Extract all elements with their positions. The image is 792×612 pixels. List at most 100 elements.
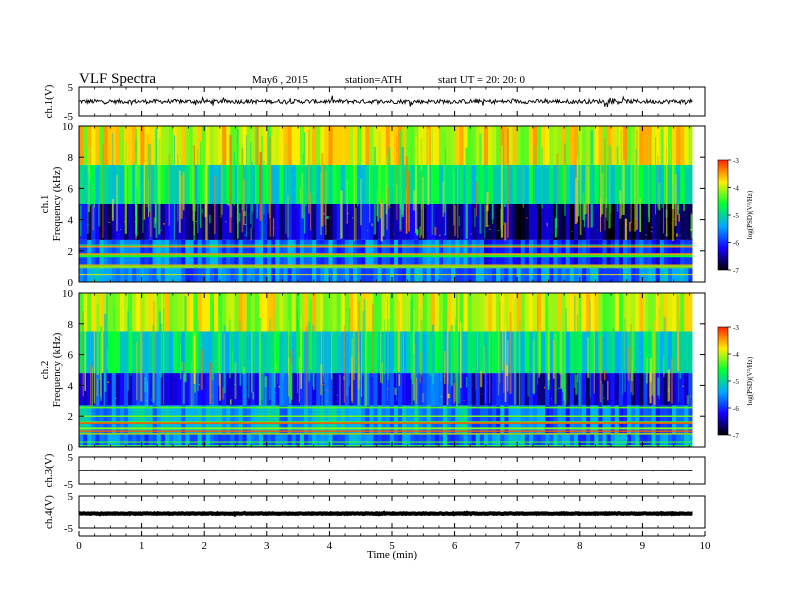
ch1-spectrogram-streak xyxy=(193,163,196,241)
ch1-spectrogram-streak xyxy=(601,173,604,215)
ch1-spectrogram-streak xyxy=(224,221,227,223)
ch2-spectrogram-band-cell xyxy=(406,373,411,406)
ch1-spectrogram-streak xyxy=(674,174,677,227)
ch1-spectrogram-streak xyxy=(500,145,503,238)
ch2-spectrogram-streak xyxy=(498,384,500,386)
ch2-spectrogram-streak xyxy=(667,391,670,393)
ch2-spectrogram-band-cell xyxy=(532,405,538,434)
ch1-spectrogram-band-cell xyxy=(246,126,252,165)
ch2-spectrogram-band-cell xyxy=(140,373,145,406)
ch1-spectrogram-band-cell xyxy=(344,204,350,240)
ch1-spectrogram-band-cell xyxy=(545,165,550,204)
ch2-spectrogram-streak xyxy=(100,368,102,401)
ch2-spectrogram-streak xyxy=(313,339,315,390)
ch2-spectrogram-band-cell xyxy=(160,433,166,447)
ch2-spectrogram-band-cell xyxy=(250,433,256,447)
ch2-spectrogram-streak xyxy=(649,371,652,404)
ch1-spectrogram-band-cell xyxy=(500,126,505,165)
ch1-spectrogram-band-cell xyxy=(667,165,673,204)
ch2-spectrogram-band-cell xyxy=(516,433,522,447)
ch2-spectrogram-band-cell xyxy=(467,405,473,434)
ch2-spectrogram-streak xyxy=(192,302,194,406)
ch1-spectrogram-streak xyxy=(251,179,253,229)
ch1-spectrogram-band-cell xyxy=(532,204,538,240)
ch2-spectrogram-band-cell xyxy=(140,405,145,434)
ch1-spectrogram-streak xyxy=(677,192,679,210)
ch2-spectrogram-streak xyxy=(463,399,465,401)
x-axis-tick-label: 4 xyxy=(327,540,333,552)
ch1-spectrogram-streak xyxy=(665,234,668,236)
ch1-spectrogram-band-cell xyxy=(602,204,607,240)
ch1-spectrogram-streak xyxy=(302,153,304,220)
ch1-spectrogram-streak xyxy=(619,190,622,219)
ch1-spectrogram-band-cell xyxy=(283,204,288,240)
ch2-spectrogram-streak xyxy=(559,328,561,375)
ch2-spectrogram-band-cell xyxy=(483,331,489,374)
ch2-spectrogram-band-cell xyxy=(532,373,538,406)
ch2-spectrogram-band-cell xyxy=(508,405,513,434)
ch1-spectrogram-ylabel-channel: ch.1 xyxy=(39,195,51,214)
ch2-spectrogram-band-cell xyxy=(295,293,301,332)
ch2-spectrogram-streak xyxy=(481,393,483,395)
ch2-spectrogram-band-cell xyxy=(361,433,366,447)
ch1-spectrogram-streak xyxy=(102,143,104,238)
ch1-spectrogram-band-cell xyxy=(361,126,366,165)
ch2-spectrogram-streak xyxy=(431,324,434,384)
ch1-spectrogram-band-cell xyxy=(132,204,137,240)
ch1-spectrogram-band-cell xyxy=(83,204,88,240)
ch2-spectrogram-streak xyxy=(103,370,105,406)
ch1-spectrogram-streak xyxy=(360,178,362,226)
ch2-spectrogram-band-cell xyxy=(582,373,587,406)
ch2-spectrogram-band-cell xyxy=(524,433,530,447)
ch2-spectrogram-band-cell xyxy=(308,373,313,406)
ch2-spectrogram-band-cell xyxy=(160,373,166,406)
ch2-spectrogram-band-cell xyxy=(303,405,309,434)
ch2-spectrogram-band-cell xyxy=(242,293,248,332)
ch2-spectrogram-band-cell xyxy=(398,373,403,406)
ch2-spectrogram-streak xyxy=(350,357,353,401)
ch2-spectrogram-streak xyxy=(140,299,143,402)
ch2-spectrogram-band-cell xyxy=(582,331,587,374)
ch2-spectrogram-streak xyxy=(499,301,501,384)
ch1-spectrogram-streak xyxy=(379,199,381,219)
ch1-spectrogram-band-cell xyxy=(627,165,632,204)
ch1-spectrogram-band-cell xyxy=(569,165,575,204)
ch1-spectrogram-streak xyxy=(534,145,535,205)
ch1-spectrogram-streak xyxy=(645,234,648,236)
ch1-spectrogram-band-cell xyxy=(250,204,256,240)
ch2-spectrogram-streak xyxy=(160,323,163,378)
ch2-spectrogram-streak xyxy=(322,330,325,377)
ch2-spectrogram-band-cell xyxy=(238,433,243,447)
ch2-spectrogram-band-cell xyxy=(549,405,554,434)
ch2-spectrogram-band-cell xyxy=(91,293,96,332)
ch2-spectrogram-band-cell xyxy=(369,293,374,332)
ch2-spectrogram-band-cell xyxy=(99,405,104,434)
ch2-spectrogram-band-cell xyxy=(667,293,673,332)
ch2-spectrogram-band-cell xyxy=(320,373,325,406)
ch2-spectrogram-streak xyxy=(561,378,563,387)
ch1-spectrogram-band-cell xyxy=(316,126,321,165)
ch2-spectrogram-band-cell xyxy=(463,405,468,434)
ch2-spectrogram-band-cell xyxy=(209,433,215,447)
ch2-spectrogram-band-cell xyxy=(119,331,125,374)
ch2-spectrogram-band-cell xyxy=(651,433,657,447)
ch2-spectrogram-band-cell xyxy=(430,433,436,447)
ch2-spectrogram-band-cell xyxy=(373,405,378,434)
ch2-spectrogram-band-cell xyxy=(295,405,301,434)
ch1-spectrogram-band-cell xyxy=(213,165,219,204)
ch2-spectrogram-streak xyxy=(599,381,602,383)
ch2-spectrogram-band-cell xyxy=(115,405,121,434)
ch2-spectrogram-band-cell xyxy=(492,405,497,434)
ch2-spectrogram-band-cell xyxy=(295,433,301,447)
ch1-spectrogram-band-cell xyxy=(676,126,681,165)
ch2-spectrogram-band-cell xyxy=(663,373,669,406)
ch2-spectrogram-band-cell xyxy=(631,373,636,406)
ch2-spectrogram-band-cell xyxy=(532,331,538,374)
ch2-spectrogram-band-cell xyxy=(377,331,383,374)
ch2-spectrogram-band-cell xyxy=(234,433,239,447)
ch2-spectrogram-band-cell xyxy=(483,405,489,434)
ch2-spectrogram-band-cell xyxy=(164,331,170,374)
ch2-spectrogram-band-cell xyxy=(528,405,534,434)
ch1-spectrogram-band-cell xyxy=(254,204,260,240)
